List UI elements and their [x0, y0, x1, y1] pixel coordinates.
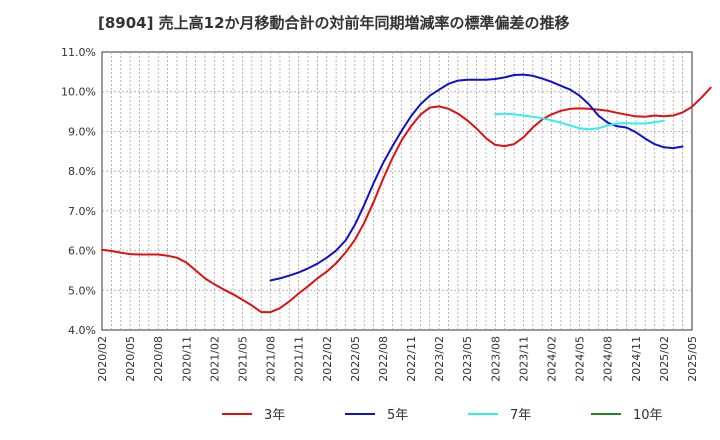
x-tick-label: 2023/05 — [461, 336, 474, 382]
x-tick-label: 2021/08 — [265, 336, 278, 382]
y-tick-label: 10.0% — [61, 86, 96, 99]
x-tick-label: 2023/02 — [433, 336, 446, 382]
x-tick-label: 2020/02 — [96, 336, 109, 382]
x-tick-label: 2023/11 — [517, 336, 530, 382]
legend-label-3: 7年 — [510, 408, 531, 423]
x-tick-label: 2024/05 — [574, 336, 587, 382]
x-tick-label: 2024/11 — [630, 336, 643, 382]
x-tick-label: 2022/11 — [405, 336, 418, 382]
x-tick-label: 2021/11 — [293, 336, 306, 382]
x-tick-label: 2020/08 — [152, 336, 165, 382]
x-tick-label: 2021/02 — [208, 336, 221, 382]
x-tick-label: 2022/02 — [321, 336, 334, 382]
x-tick-label: 2020/05 — [124, 336, 137, 382]
y-tick-label: 7.0% — [68, 205, 96, 218]
chart-title: [8904] 売上高12か月移動合計の対前年同期増減率の標準偏差の推移 — [98, 14, 570, 32]
plot-area — [101, 51, 693, 331]
x-tick-label: 2025/02 — [658, 336, 671, 382]
x-tick-label: 2022/08 — [377, 336, 390, 382]
y-tick-label: 9.0% — [68, 125, 96, 138]
x-tick-label: 2025/05 — [686, 336, 699, 382]
x-tick-label: 2022/05 — [349, 336, 362, 382]
y-tick-label: 6.0% — [68, 245, 96, 258]
x-tick-label: 2024/02 — [546, 336, 559, 382]
y-tick-label: 5.0% — [68, 284, 96, 297]
x-tick-label: 2024/08 — [602, 336, 615, 382]
y-tick-label: 4.0% — [68, 324, 96, 337]
y-tick-label: 8.0% — [68, 165, 96, 178]
series-line-3 — [494, 112, 665, 131]
x-tick-label: 2021/05 — [236, 336, 249, 382]
legend-label-2: 5年 — [387, 408, 408, 423]
x-tick-label: 2023/08 — [489, 336, 502, 382]
legend-label-1: 3年 — [264, 408, 285, 423]
series-line-1 — [101, 86, 712, 314]
y-tick-label: 11.0% — [61, 46, 96, 59]
x-tick-label: 2020/11 — [180, 336, 193, 382]
legend-label-4: 10年 — [633, 408, 663, 423]
